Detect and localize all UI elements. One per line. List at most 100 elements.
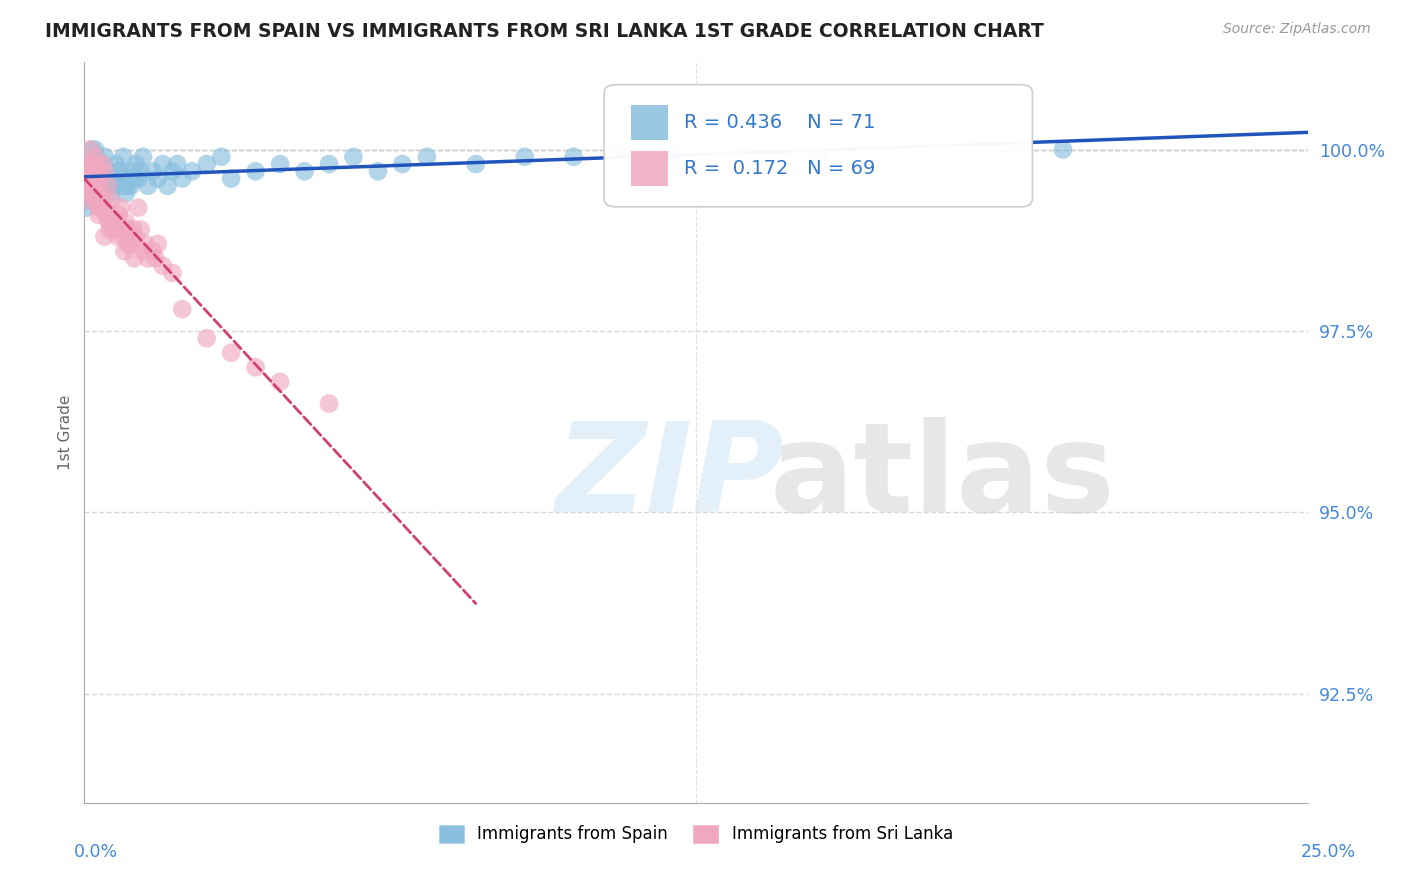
Point — [391, 157, 413, 171]
Point — [79, 157, 101, 171]
Point — [84, 157, 107, 171]
Point — [108, 222, 131, 236]
Point — [76, 186, 98, 200]
Point — [136, 252, 159, 266]
Point — [87, 201, 110, 215]
Point — [94, 164, 117, 178]
Point — [132, 244, 155, 259]
Text: R =  0.172   N = 69: R = 0.172 N = 69 — [683, 159, 875, 178]
Point — [367, 164, 389, 178]
Point — [84, 194, 107, 208]
Point — [83, 171, 105, 186]
Point — [97, 215, 120, 229]
Point — [122, 164, 145, 178]
Point — [103, 222, 125, 236]
Point — [146, 171, 169, 186]
Point — [79, 194, 101, 208]
Point — [122, 171, 145, 186]
Point — [80, 157, 103, 171]
Point — [110, 201, 132, 215]
Point — [146, 236, 169, 251]
Point — [122, 252, 145, 266]
Point — [84, 143, 107, 157]
Point — [100, 186, 122, 200]
FancyBboxPatch shape — [605, 85, 1032, 207]
Point — [76, 178, 98, 193]
Point — [127, 201, 149, 215]
Text: 25.0%: 25.0% — [1301, 843, 1357, 861]
Point — [125, 229, 148, 244]
Point — [166, 157, 188, 171]
Point — [77, 178, 100, 193]
Text: atlas: atlas — [769, 417, 1115, 538]
Point — [661, 150, 683, 164]
Point — [82, 186, 104, 200]
Point — [156, 178, 179, 193]
Text: ZIP: ZIP — [555, 417, 785, 538]
Point — [219, 171, 242, 186]
Point — [77, 164, 100, 178]
Point — [82, 164, 104, 178]
Point — [129, 164, 152, 178]
Point — [127, 171, 149, 186]
Point — [82, 178, 104, 193]
Point — [105, 157, 128, 171]
Point — [136, 178, 159, 193]
Point — [342, 150, 364, 164]
Y-axis label: 1st Grade: 1st Grade — [58, 395, 73, 470]
Point — [612, 143, 634, 157]
Point — [269, 375, 291, 389]
Point — [89, 194, 111, 208]
Point — [105, 215, 128, 229]
Point — [82, 164, 104, 178]
Point — [209, 150, 232, 164]
Point — [96, 208, 118, 222]
Text: R = 0.436    N = 71: R = 0.436 N = 71 — [683, 113, 875, 132]
Point — [77, 194, 100, 208]
Point — [96, 178, 118, 193]
Point — [135, 236, 157, 251]
Point — [152, 157, 174, 171]
Point — [142, 244, 165, 259]
Point — [87, 164, 110, 178]
Point — [269, 157, 291, 171]
Point — [125, 157, 148, 171]
Point — [117, 171, 139, 186]
Point — [195, 157, 218, 171]
Point — [89, 164, 111, 178]
Point — [107, 229, 129, 244]
Point — [87, 157, 110, 171]
Point — [115, 215, 138, 229]
Point — [97, 164, 120, 178]
Point — [152, 259, 174, 273]
Point — [86, 186, 108, 200]
Point — [807, 150, 830, 164]
Point — [101, 215, 124, 229]
Point — [84, 150, 107, 164]
Point — [91, 171, 114, 186]
Point — [80, 164, 103, 178]
Point — [91, 157, 114, 171]
Point — [90, 186, 112, 200]
Point — [89, 186, 111, 200]
Point — [97, 171, 120, 186]
Point — [142, 164, 165, 178]
Point — [77, 171, 100, 186]
Point — [80, 143, 103, 157]
Point — [87, 208, 110, 222]
Bar — [631, 151, 668, 186]
Point — [117, 178, 139, 193]
Point — [103, 178, 125, 193]
Point — [245, 360, 267, 375]
Point — [162, 266, 184, 280]
Point — [93, 229, 115, 244]
Point — [318, 157, 340, 171]
Point — [98, 222, 121, 236]
Point — [94, 178, 117, 193]
Point — [93, 194, 115, 208]
Text: IMMIGRANTS FROM SPAIN VS IMMIGRANTS FROM SRI LANKA 1ST GRADE CORRELATION CHART: IMMIGRANTS FROM SPAIN VS IMMIGRANTS FROM… — [45, 22, 1043, 41]
Point — [318, 396, 340, 410]
Text: Source: ZipAtlas.com: Source: ZipAtlas.com — [1223, 22, 1371, 37]
Point — [122, 222, 145, 236]
Point — [94, 150, 117, 164]
